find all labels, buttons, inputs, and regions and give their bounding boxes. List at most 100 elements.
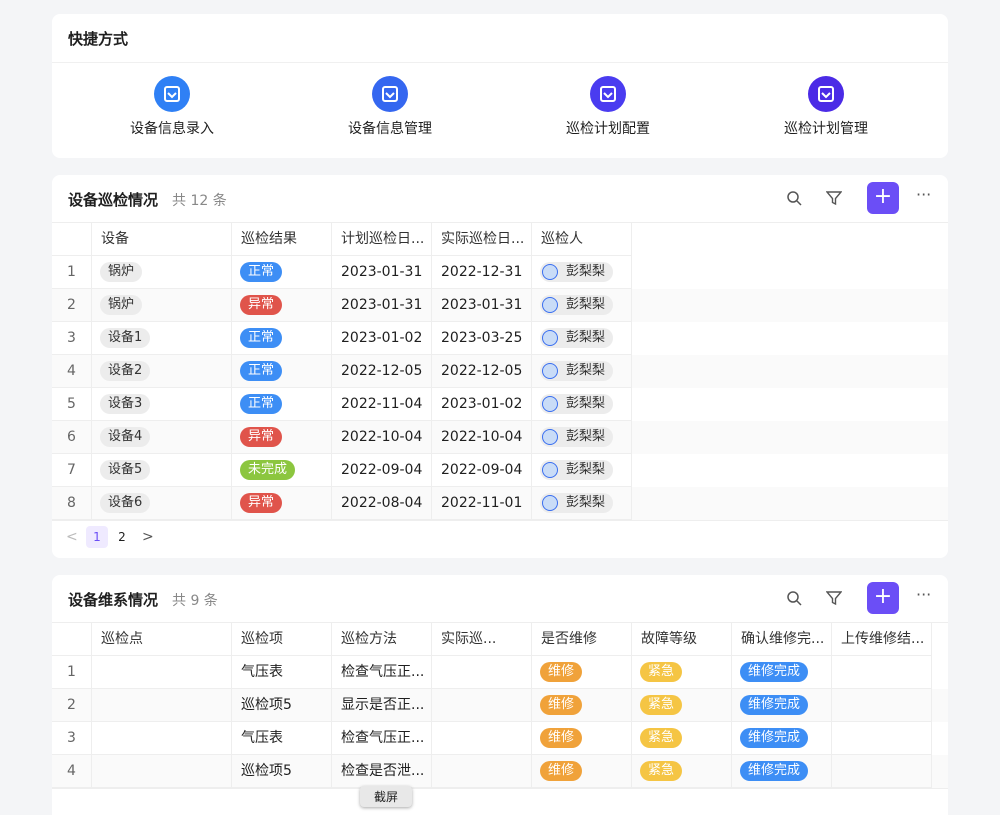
cell: 2023-01-31 [332,289,432,322]
tag: 紧急 [640,761,683,781]
tag: 设备2 [100,361,151,381]
tag: 维修 [540,728,583,748]
avatar [542,396,558,412]
cell [732,656,832,689]
header-cell: 实际巡... [432,623,532,656]
tag: 维修完成 [740,695,809,715]
tag: 维修完成 [740,662,809,682]
cell [532,722,632,755]
table-row [52,355,948,389]
row-number: 1 [52,656,92,689]
row-number: 8 [52,487,92,520]
tag: 维修 [540,695,583,715]
next-page[interactable]: > [142,529,154,545]
shortcut-label[interactable]: 设备信息管理 [348,121,432,137]
table-row [52,421,948,455]
cell [532,454,632,487]
more-button[interactable]: ··· [916,585,932,604]
cell [92,454,232,487]
cell [232,289,332,322]
header-cell: 计划巡检日... [332,223,432,256]
filter-button[interactable] [825,590,843,610]
header-cell [52,623,92,656]
cell: 气压表 [232,722,332,755]
tag: 设备3 [100,394,151,414]
cell [92,388,232,421]
row-number: 5 [52,388,92,421]
add-button[interactable]: + [867,182,899,214]
avatar [542,264,558,280]
tag: 彭梨梨 [540,361,614,381]
table-title: 设备巡检情况 [68,191,159,209]
tag: 正常 [240,394,283,414]
cell: 检查是否泄... [332,755,432,788]
header-cell: 巡检项 [232,623,332,656]
shortcut-icon[interactable] [808,76,844,112]
prev-page[interactable]: < [66,529,78,545]
cell [92,289,232,322]
tag: 彭梨梨 [540,493,614,513]
avatar [542,429,558,445]
cell [532,355,632,388]
card-title: 快捷方式 [68,30,129,48]
cell [632,689,732,722]
header-cell [52,223,92,256]
search-button[interactable] [786,590,802,610]
cell [732,689,832,722]
cell [92,722,232,755]
page-number[interactable]: 2 [118,530,126,544]
shortcut-label[interactable]: 设备信息录入 [130,121,214,137]
shortcut-icon[interactable] [590,76,626,112]
table-row [52,454,948,488]
row-number: 4 [52,355,92,388]
table-row [52,388,948,422]
table-row [52,487,948,521]
search-button[interactable] [786,190,802,210]
tag: 彭梨梨 [540,295,614,315]
add-button[interactable]: + [867,582,899,614]
tag: 维修 [540,662,583,682]
page-number[interactable]: 1 [86,526,108,548]
cell: 检查气压正... [332,656,432,689]
avatar [542,462,558,478]
shortcut-icon[interactable] [372,76,408,112]
cell [532,289,632,322]
shortcut-icon[interactable] [154,76,190,112]
tag: 维修 [540,761,583,781]
cell [532,421,632,454]
tag: 彭梨梨 [540,460,614,480]
tag: 锅炉 [100,295,143,315]
cell [432,656,532,689]
cell [532,689,632,722]
cell: 2022-10-04 [332,421,432,454]
tag: 彭梨梨 [540,328,614,348]
header-cell: 是否维修 [532,623,632,656]
tag: 设备1 [100,328,151,348]
row-number: 3 [52,722,92,755]
cell [432,755,532,788]
cell [232,454,332,487]
divider [52,62,948,63]
cell [832,722,932,755]
tag: 维修完成 [740,761,809,781]
tooltip: 截屏 [360,786,413,807]
header-cell: 设备 [92,223,232,256]
tag: 设备6 [100,493,151,513]
row-number: 6 [52,421,92,454]
cell: 2022-10-04 [432,421,532,454]
cell: 2023-01-02 [332,322,432,355]
cell [92,656,232,689]
cell [92,487,232,520]
shortcut-label[interactable]: 巡检计划管理 [784,121,868,137]
cell [532,487,632,520]
row-number: 7 [52,454,92,487]
cell: 巡检项5 [232,755,332,788]
more-button[interactable]: ··· [916,185,932,204]
tag: 异常 [240,427,283,447]
avatar [542,297,558,313]
shortcut-label[interactable]: 巡检计划配置 [566,121,650,137]
filter-button[interactable] [825,190,843,210]
tag: 正常 [240,361,283,381]
cell [92,689,232,722]
